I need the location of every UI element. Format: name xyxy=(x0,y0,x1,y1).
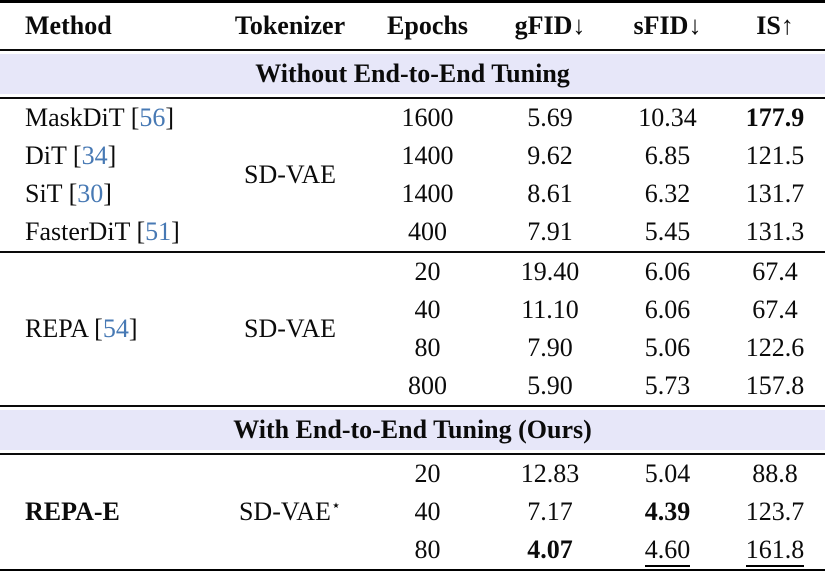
epochs-cell: 20 xyxy=(365,251,490,291)
is-cell: 161.8 xyxy=(725,531,825,571)
table-row-repae-20: REPA-E SD-VAE⋆ 20 12.83 5.04 88.8 xyxy=(0,454,825,526)
is-cell: 88.8 xyxy=(752,459,798,488)
table-row-fasterdit: FasterDiT [51] 400 7.91 5.45 131.3 xyxy=(0,213,825,252)
gfid-cell: 9.62 xyxy=(527,141,573,170)
method-cell: DiT [34] xyxy=(25,141,117,170)
epochs-cell: 1400 xyxy=(401,141,454,170)
method-cell: SiT [30] xyxy=(25,179,112,208)
citation-link[interactable]: 51 xyxy=(145,217,172,246)
column-header-epochs: Epochs xyxy=(387,11,468,40)
table-row-repa-20: REPA [54] SD-VAE 20 19.40 6.06 67.4 xyxy=(0,251,825,406)
tokenizer-cell: SD-VAE xyxy=(215,251,365,406)
sfid-cell: 6.85 xyxy=(644,141,691,170)
sfid-cell: 4.39 xyxy=(644,497,691,526)
method-label: MaskDiT xyxy=(25,103,125,132)
is-cell: 131.7 xyxy=(745,179,805,208)
sfid-cell: 6.32 xyxy=(644,179,691,208)
epochs-cell: 1600 xyxy=(401,103,454,132)
gfid-cell: 4.07 xyxy=(527,535,573,564)
gfid-cell: 8.61 xyxy=(527,179,573,208)
is-cell: 67.4 xyxy=(752,295,798,324)
is-cell: 157.8 xyxy=(745,371,805,400)
down-arrow-icon: ↓ xyxy=(688,11,702,40)
epochs-cell: 1400 xyxy=(401,179,454,208)
table-row-dit: DiT [34] 1400 9.62 6.85 121.5 xyxy=(0,137,825,175)
column-header-tokenizer: Tokenizer xyxy=(234,11,346,40)
epochs-cell: 80 xyxy=(414,535,441,564)
method-cell: MaskDiT [56] xyxy=(25,103,175,132)
method-label: FasterDiT xyxy=(25,217,130,246)
table-row-repa-80: 80 7.90 5.06 122.6 xyxy=(0,329,825,367)
citation-link[interactable]: 56 xyxy=(139,103,166,132)
epochs-cell: 40 xyxy=(414,295,441,324)
gfid-cell: 7.17 xyxy=(527,497,573,526)
up-arrow-icon: ↑ xyxy=(780,11,794,40)
citation-link[interactable]: 30 xyxy=(77,179,104,208)
section-header-row: With End-to-End Tuning (Ours) xyxy=(0,405,825,455)
section-header-row: Without End-to-End Tuning xyxy=(0,49,825,99)
is-cell: 177.9 xyxy=(745,103,805,132)
table-row-repae-80: 80 4.07 4.60 161.8 xyxy=(0,531,825,571)
gfid-cell: 11.10 xyxy=(521,295,579,324)
is-cell: 121.5 xyxy=(745,141,805,170)
table-header-row: Method Tokenizer Epochs gFID↓ sFID↓ IS↑ xyxy=(0,2,825,51)
down-arrow-icon: ↓ xyxy=(572,11,586,40)
tokenizer-cell: SD-VAE⋆ xyxy=(238,497,342,526)
sfid-cell: 6.06 xyxy=(644,295,691,324)
gfid-cell: 5.90 xyxy=(527,371,573,400)
gfid-cell: 12.83 xyxy=(520,459,580,488)
table-row-repa-800: 800 5.90 5.73 157.8 xyxy=(0,367,825,406)
sfid-cell: 5.04 xyxy=(644,459,691,488)
sfid-cell: 6.06 xyxy=(610,251,725,291)
is-cell: 67.4 xyxy=(725,251,825,291)
gfid-cell: 7.90 xyxy=(527,333,573,362)
gfid-cell: 5.69 xyxy=(527,103,573,132)
epochs-cell: 800 xyxy=(408,371,447,400)
column-header-is: IS↑ xyxy=(756,11,794,40)
epochs-cell: 80 xyxy=(414,333,441,362)
column-header-sfid: sFID↓ xyxy=(633,11,702,40)
sfid-cell: 5.73 xyxy=(644,371,691,400)
sfid-cell: 4.60 xyxy=(610,531,725,571)
method-cell: REPA-E xyxy=(25,497,120,526)
is-cell: 123.7 xyxy=(745,497,805,526)
citation-link[interactable]: 54 xyxy=(102,314,129,343)
is-cell: 122.6 xyxy=(745,333,805,362)
star-icon: ⋆ xyxy=(330,497,342,515)
method-cell: REPA [54] xyxy=(0,251,215,406)
method-cell: FasterDiT [51] xyxy=(25,217,180,246)
epochs-cell: 20 xyxy=(414,459,441,488)
sfid-cell: 5.06 xyxy=(644,333,691,362)
epochs-cell: 400 xyxy=(408,217,447,246)
column-header-gfid: gFID↓ xyxy=(514,11,586,40)
table-row-maskdit: MaskDiT [56] SD-VAE 1600 5.69 10.34 177.… xyxy=(0,98,825,189)
citation-link[interactable]: 34 xyxy=(81,141,108,170)
table-row-repa-40: 40 11.10 6.06 67.4 xyxy=(0,291,825,329)
method-label: REPA xyxy=(25,314,88,343)
column-header-method: Method xyxy=(25,11,112,40)
is-cell: 131.3 xyxy=(745,217,805,246)
gfid-cell: 7.91 xyxy=(527,217,573,246)
sfid-cell: 5.45 xyxy=(644,217,691,246)
gfid-cell: 19.40 xyxy=(490,251,610,291)
section-title-with-tuning: With End-to-End Tuning (Ours) xyxy=(0,410,825,450)
tokenizer-cell: SD-VAE xyxy=(244,160,336,189)
sfid-cell: 10.34 xyxy=(638,103,697,132)
method-label: SiT xyxy=(25,179,63,208)
table-row-repae-40: 40 7.17 4.39 123.7 xyxy=(0,493,825,531)
method-label: DiT xyxy=(25,141,67,170)
section-title-without-tuning: Without End-to-End Tuning xyxy=(0,54,825,94)
epochs-cell: 40 xyxy=(414,497,441,526)
table-row-sit: SiT [30] 1400 8.61 6.32 131.7 xyxy=(0,175,825,213)
